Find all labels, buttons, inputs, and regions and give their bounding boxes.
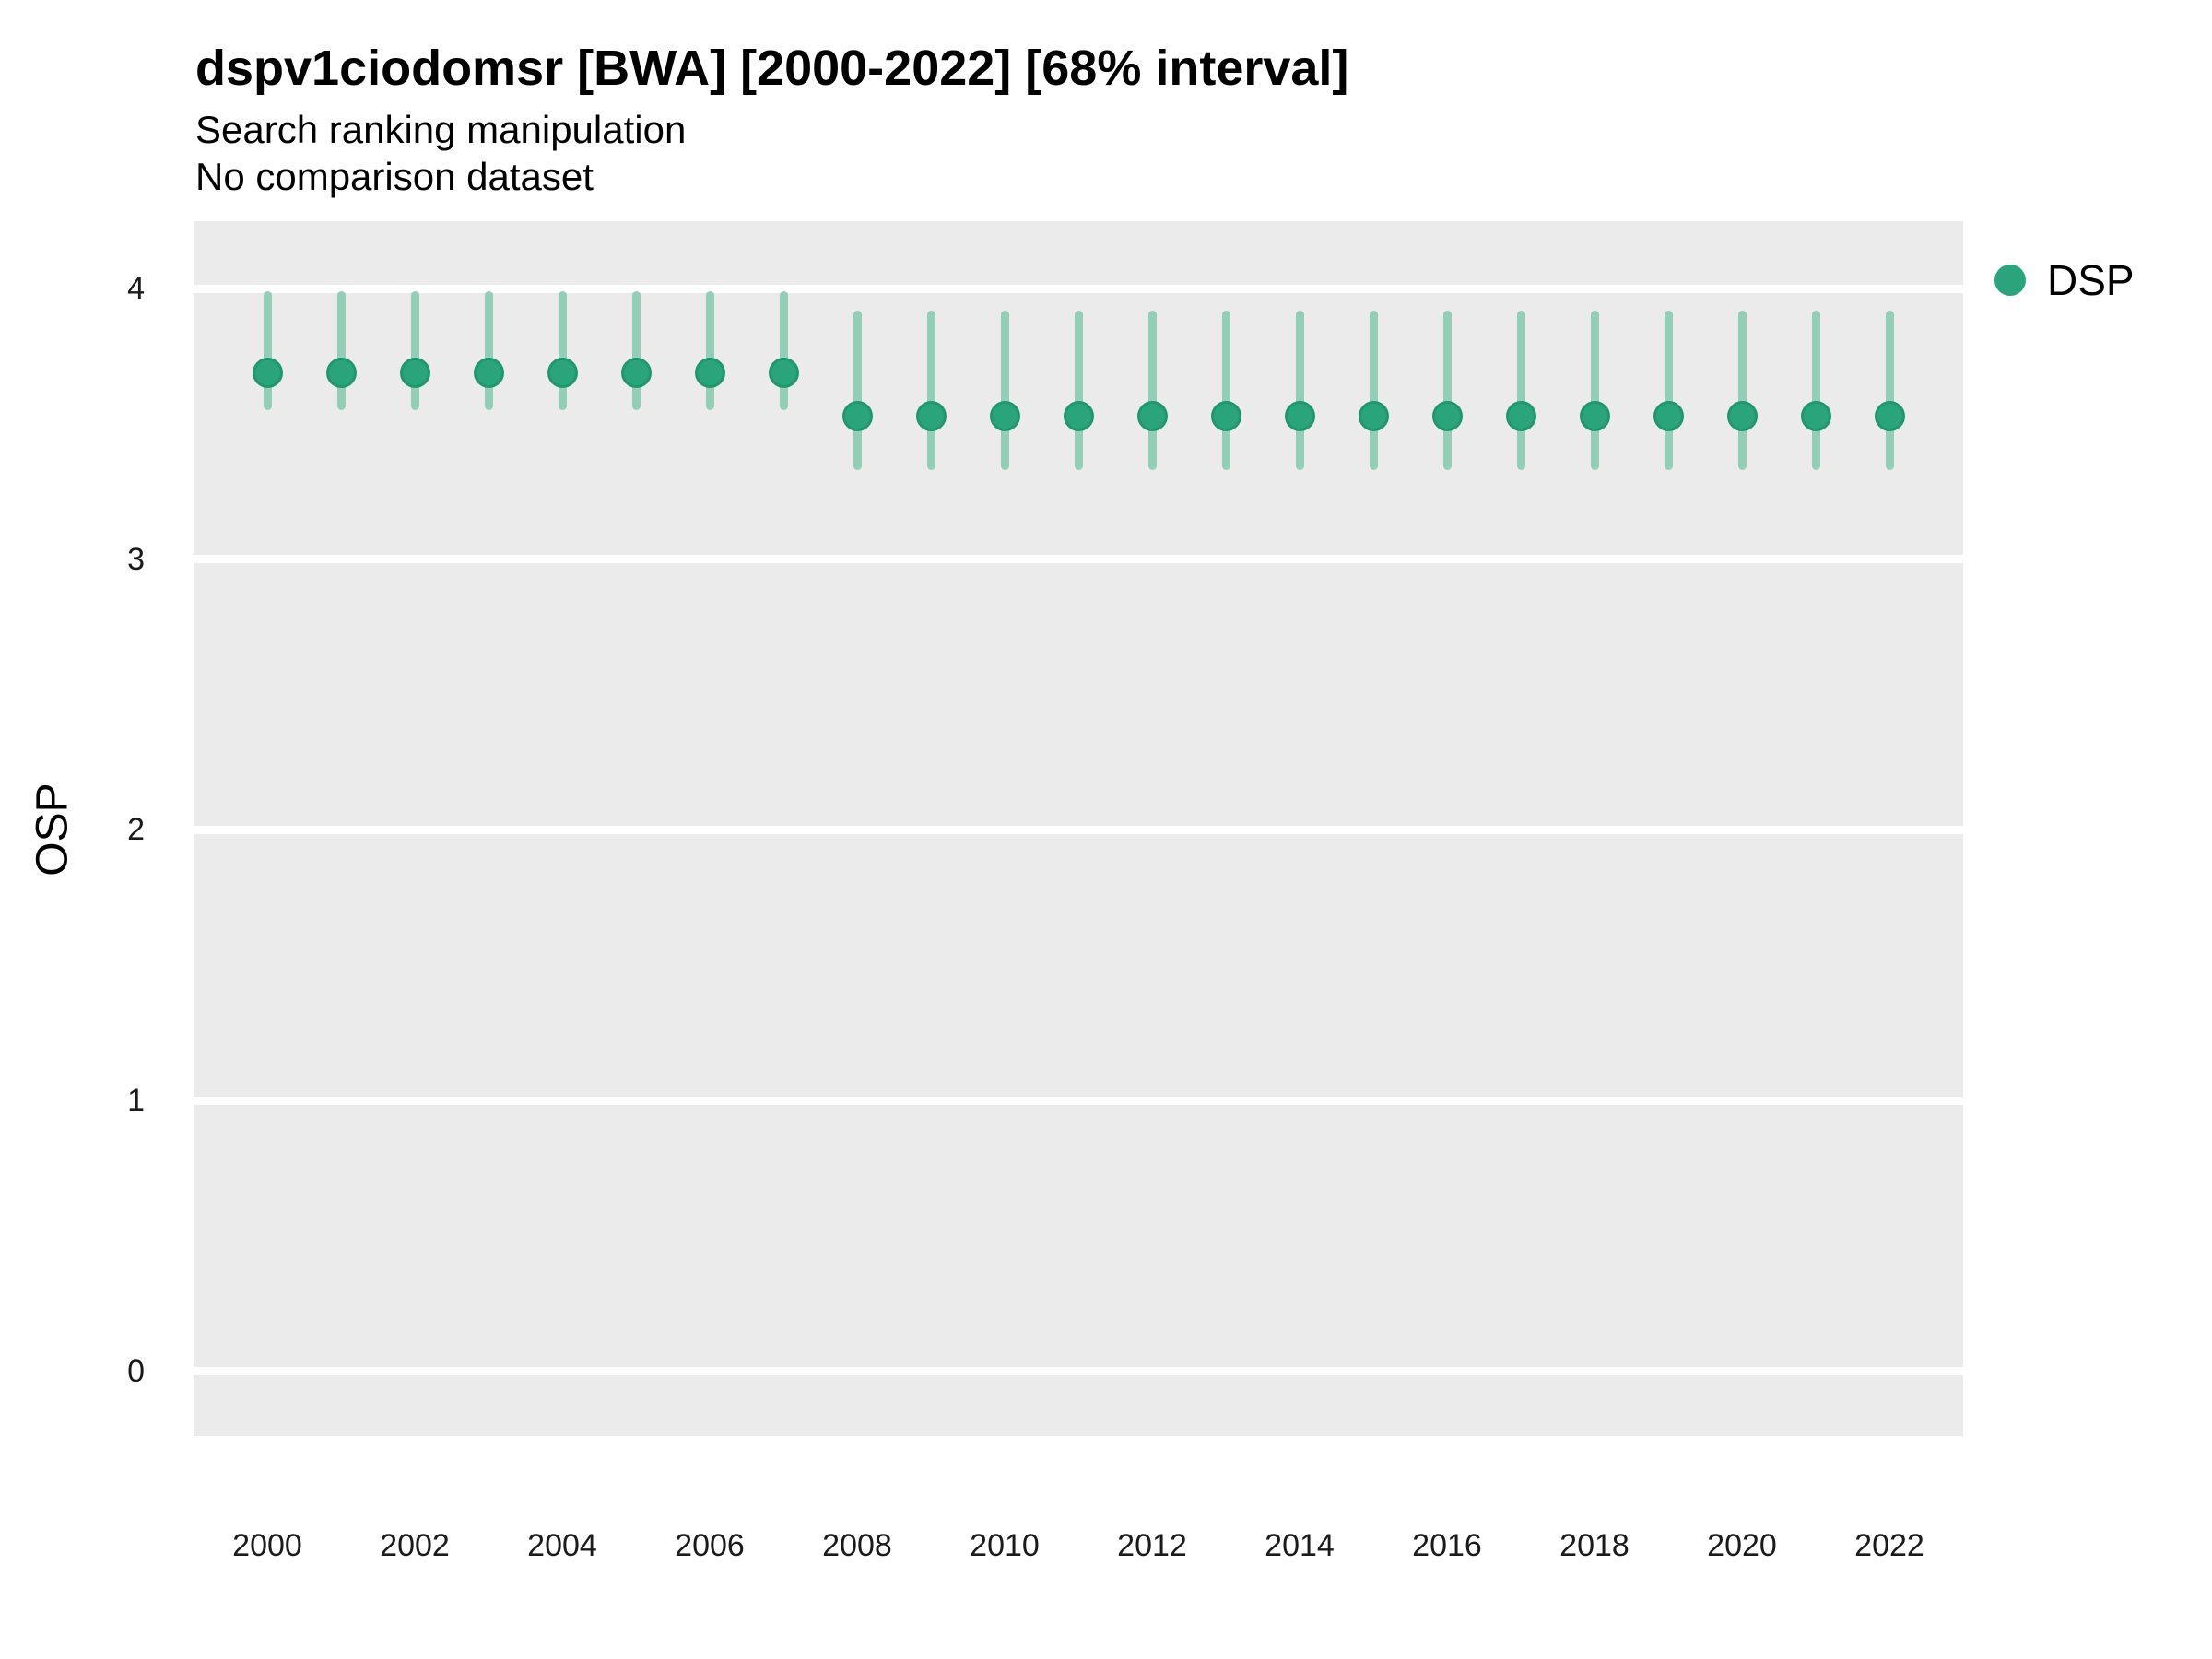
interval-bar-2016	[1442, 310, 1452, 471]
x-tick-label-2014: 2014	[1265, 1528, 1335, 1563]
data-point-2002	[399, 357, 430, 388]
interval-bar-2014	[1295, 310, 1304, 471]
chart-subtitle: Search ranking manipulation	[195, 108, 687, 151]
data-point-2011	[1063, 400, 1094, 431]
data-point-2005	[620, 357, 652, 388]
data-point-2001	[325, 357, 357, 388]
data-point-2007	[768, 357, 799, 388]
data-point-2016	[1431, 400, 1463, 431]
x-tick-label-2006: 2006	[675, 1528, 745, 1563]
y-tick-label-2: 2	[127, 812, 145, 848]
legend-dot-icon	[1994, 265, 2026, 296]
data-point-2014	[1284, 400, 1315, 431]
interval-bar-2000	[263, 291, 272, 411]
interval-bar-2015	[1369, 310, 1378, 471]
interval-bar-2021	[1811, 310, 1820, 471]
x-tick-label-2016: 2016	[1412, 1528, 1482, 1563]
gridline-y-0	[194, 1367, 1963, 1376]
interval-bar-2004	[558, 291, 567, 411]
interval-bar-2008	[853, 310, 862, 471]
data-point-2012	[1136, 400, 1168, 431]
x-tick-label-2004: 2004	[527, 1528, 597, 1563]
x-tick-label-2010: 2010	[970, 1528, 1040, 1563]
data-point-2009	[915, 400, 947, 431]
legend-label: DSP	[2047, 256, 2135, 304]
interval-bar-2022	[1885, 310, 1894, 471]
chart-title: dspv1ciodomsr [BWA] [2000-2022] [68% int…	[195, 41, 1349, 96]
data-point-2006	[694, 357, 725, 388]
data-point-2010	[989, 400, 1020, 431]
x-tick-label-2002: 2002	[380, 1528, 450, 1563]
interval-bar-2019	[1664, 310, 1673, 471]
plot-panel	[194, 221, 1963, 1436]
interval-bar-2001	[336, 291, 346, 411]
interval-bar-2018	[1590, 310, 1599, 471]
x-tick-label-2018: 2018	[1559, 1528, 1630, 1563]
data-point-2004	[547, 357, 578, 388]
interval-bar-2009	[926, 310, 935, 471]
y-tick-label-4: 4	[127, 271, 145, 307]
gridline-y-2	[194, 825, 1963, 834]
x-tick-label-2012: 2012	[1117, 1528, 1187, 1563]
data-point-2017	[1505, 400, 1536, 431]
data-point-2018	[1579, 400, 1610, 431]
interval-bar-2002	[410, 291, 419, 411]
gridline-y-4	[194, 284, 1963, 293]
interval-bar-2003	[484, 291, 493, 411]
data-point-2013	[1210, 400, 1241, 431]
interval-bar-2005	[631, 291, 641, 411]
interval-bar-2013	[1221, 310, 1230, 471]
interval-bar-2017	[1516, 310, 1525, 471]
data-point-2000	[252, 357, 283, 388]
data-point-2021	[1800, 400, 1831, 431]
data-point-2022	[1874, 400, 1905, 431]
data-point-2019	[1653, 400, 1684, 431]
interval-bar-2011	[1074, 310, 1083, 471]
gridline-y-1	[194, 1096, 1963, 1105]
interval-bar-2020	[1737, 310, 1747, 471]
x-tick-label-2020: 2020	[1707, 1528, 1777, 1563]
interval-bar-2006	[705, 291, 714, 411]
data-point-2008	[841, 400, 873, 431]
interval-bar-2012	[1147, 310, 1157, 471]
x-tick-label-2008: 2008	[822, 1528, 892, 1563]
interval-bar-2010	[1000, 310, 1009, 471]
y-tick-label-3: 3	[127, 541, 145, 577]
y-tick-label-1: 1	[127, 1083, 145, 1118]
y-tick-label-0: 0	[127, 1353, 145, 1389]
data-point-2003	[473, 357, 504, 388]
gridline-y-3	[194, 555, 1963, 564]
x-tick-label-2022: 2022	[1854, 1528, 1924, 1563]
interval-bar-2007	[779, 291, 788, 411]
comparison-note: No comparison dataset	[195, 155, 594, 198]
data-point-2015	[1358, 400, 1389, 431]
legend: DSP	[1994, 259, 2135, 301]
data-point-2020	[1726, 400, 1758, 431]
x-tick-label-2000: 2000	[232, 1528, 302, 1563]
